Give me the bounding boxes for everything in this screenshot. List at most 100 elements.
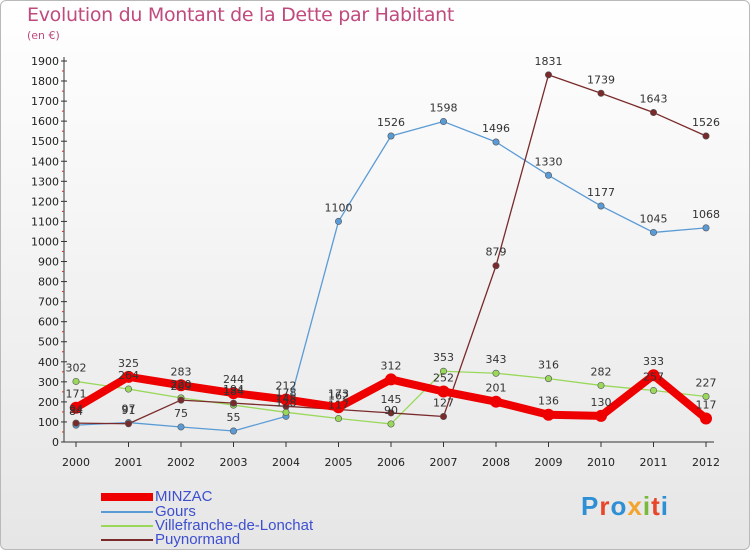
data-point-puynormand: [177, 396, 185, 404]
data-label-gours: 1177: [587, 186, 615, 199]
legend-swatch: [101, 539, 153, 541]
data-label-puynormand: 1739: [587, 73, 615, 86]
proxiti-logo: Proxiti: [581, 491, 669, 522]
data-label-villefranche-de-lonchat: 184: [223, 385, 244, 398]
data-point-gours: [597, 202, 605, 210]
y-tick-label: 1500: [31, 135, 59, 148]
data-point-villefranche-de-lonchat: [649, 386, 657, 394]
data-label-minzac: 333: [643, 355, 664, 368]
data-point-minzac: [227, 387, 240, 400]
data-label-minzac: 212: [276, 379, 297, 392]
y-tick-label: 1300: [31, 175, 59, 188]
legend-label: Villefranche-de-Lonchat: [155, 517, 314, 534]
data-point-puynormand: [597, 89, 605, 97]
data-point-gours: [544, 171, 552, 179]
data-label-villefranche-de-lonchat: 343: [486, 353, 507, 366]
data-point-gours: [702, 224, 710, 232]
data-point-villefranche-de-lonchat: [72, 377, 80, 385]
data-point-puynormand: [387, 409, 395, 417]
chart-axes: 0 100 200 300 400 500 600 700 800 900 1000 1100 1200…: [31, 55, 720, 469]
data-label-villefranche-de-lonchat: 282: [591, 365, 612, 378]
data-label-villefranche-de-lonchat: 90: [384, 404, 398, 417]
y-tick-label: 300: [38, 376, 59, 389]
chart-lines: [70, 71, 712, 435]
y-tick-label: 700: [38, 296, 59, 309]
data-label-puynormand: 194: [223, 383, 244, 396]
x-tick-label: 2009: [535, 456, 563, 469]
x-tick-label: 2003: [220, 456, 248, 469]
x-tick-label: 2007: [430, 456, 458, 469]
x-tick-label: 2011: [640, 456, 668, 469]
data-label-puynormand: 209: [171, 380, 192, 393]
data-label-villefranche-de-lonchat: 257: [643, 370, 664, 383]
data-point-villefranche-de-lonchat: [702, 392, 710, 400]
data-label-gours: 1598: [430, 102, 458, 115]
data-point-villefranche-de-lonchat: [597, 381, 605, 389]
data-label-minzac: 130: [591, 396, 612, 409]
data-point-minzac: [385, 373, 397, 386]
data-label-gours: 84: [69, 405, 83, 418]
data-label-minzac: 312: [381, 359, 402, 372]
data-point-puynormand: [492, 262, 500, 270]
data-label-puynormand: 1831: [535, 55, 563, 68]
data-point-minzac: [647, 369, 660, 382]
logo-letter: o: [610, 491, 628, 521]
x-tick-label: 2002: [167, 456, 195, 469]
data-point-minzac: [332, 401, 345, 414]
data-point-minzac: [595, 409, 607, 422]
data-point-gours: [439, 118, 447, 126]
chart-data-labels: 171 325 283 244 212 173 312 252 201 136 130 333 117 8…: [66, 55, 721, 424]
data-label-villefranche-de-lonchat: 117: [328, 399, 349, 412]
x-tick-label: 2000: [62, 456, 90, 469]
logo-letter: i: [660, 491, 669, 521]
legend-swatch: [101, 525, 153, 527]
y-tick-label: 1700: [31, 95, 59, 108]
data-label-gours: 1526: [377, 116, 405, 129]
y-tick-label: 0: [52, 436, 59, 449]
data-point-minzac: [700, 412, 712, 425]
data-label-puynormand: 162: [328, 390, 349, 403]
logo-letter: P: [581, 491, 600, 521]
data-point-villefranche-de-lonchat: [439, 367, 447, 375]
y-tick-label: 100: [38, 416, 59, 429]
data-label-puynormand: 178: [276, 386, 297, 399]
data-label-villefranche-de-lonchat: 148: [276, 392, 297, 405]
chart-title: Evolution du Montant de la Dette par Hab…: [27, 4, 455, 26]
data-point-gours: [334, 217, 342, 225]
data-point-villefranche-de-lonchat: [125, 385, 133, 393]
data-label-villefranche-de-lonchat: 302: [66, 361, 87, 374]
data-point-villefranche-de-lonchat: [282, 408, 290, 416]
data-label-villefranche-de-lonchat: 220: [171, 378, 192, 391]
logo-letter: i: [642, 491, 652, 521]
data-label-minzac: 136: [538, 395, 559, 408]
data-label-gours: 1045: [640, 212, 668, 225]
data-label-gours: 1330: [535, 155, 563, 168]
data-label-gours: 97: [122, 403, 136, 416]
data-label-puynormand: 879: [486, 246, 507, 259]
data-label-gours: 55: [227, 411, 241, 424]
data-label-villefranche-de-lonchat: 264: [118, 369, 139, 382]
logo-letter: r: [599, 491, 611, 521]
data-point-gours: [177, 423, 185, 431]
data-label-minzac: 171: [66, 388, 87, 401]
data-point-minzac: [175, 379, 187, 392]
data-point-gours: [492, 138, 500, 146]
data-point-villefranche-de-lonchat: [492, 369, 500, 377]
legend-swatch: [101, 493, 153, 501]
y-tick-label: 600: [38, 316, 59, 329]
legend-label: Gours: [155, 503, 196, 520]
y-tick-label: 1400: [31, 155, 59, 168]
data-label-minzac: 117: [696, 399, 717, 412]
x-tick-label: 2008: [482, 456, 510, 469]
x-tick-label: 2006: [377, 456, 405, 469]
y-tick-label: 1600: [31, 115, 59, 128]
data-label-minzac: 173: [328, 387, 349, 400]
data-point-puynormand: [125, 420, 133, 428]
chart-subtitle: (en €): [27, 29, 60, 42]
data-label-gours: 1100: [325, 201, 353, 214]
data-label-puynormand: 127: [433, 397, 454, 410]
y-tick-label: 1900: [31, 55, 59, 68]
y-tick-label: 800: [38, 276, 59, 289]
x-tick-label: 2004: [272, 456, 300, 469]
